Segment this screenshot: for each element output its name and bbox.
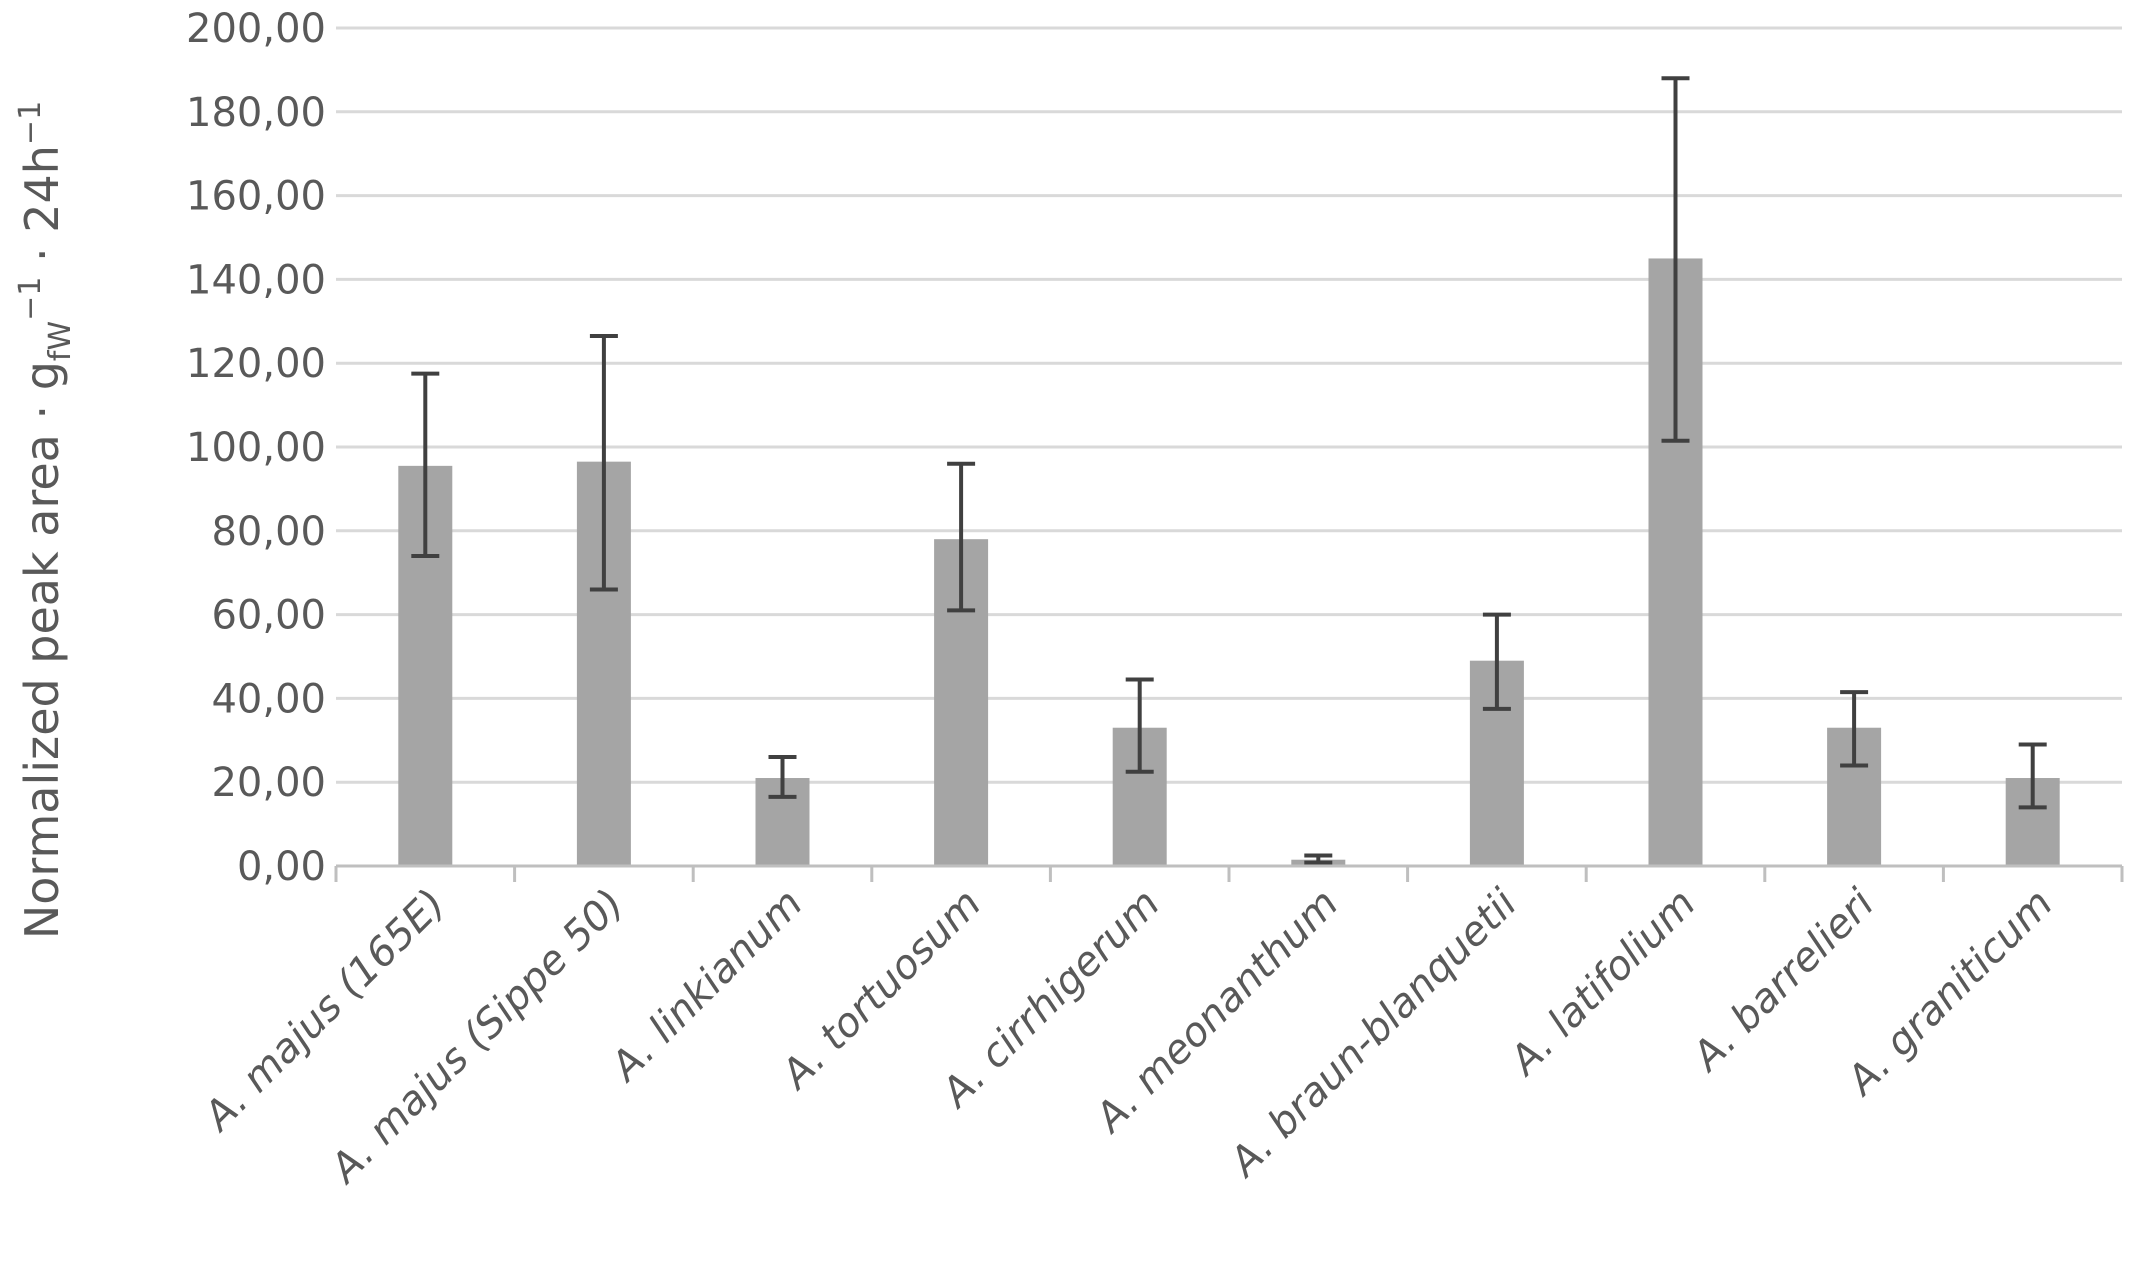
y-tick-label: 100,00	[186, 425, 326, 471]
y-axis-label-exponent-1: −1	[13, 277, 48, 321]
error-bar	[947, 461, 976, 613]
y-tick-label: 20,00	[211, 760, 326, 806]
y-tick-label: 0,00	[237, 844, 326, 890]
error-bar	[1304, 853, 1333, 865]
x-tick-label: A. braun-blanquetii	[1219, 881, 1526, 1188]
x-axis	[334, 864, 2124, 882]
gridlines	[336, 26, 2122, 784]
error-bar	[1125, 677, 1154, 774]
error-bars	[411, 76, 2047, 865]
y-axis-label-mid: · 24h	[15, 145, 69, 277]
y-tick-label: 60,00	[211, 593, 326, 639]
y-axis-label: Normalized peak area · gfW−1 · 24h−1	[13, 101, 78, 939]
x-axis-ticks: A. majus (165E)A. majus (Sippe 50)A. lin…	[194, 881, 2062, 1194]
y-axis-label-exponent-2: −1	[13, 101, 48, 145]
y-tick-label: 180,00	[186, 90, 326, 136]
error-bar	[1482, 612, 1511, 711]
y-tick-label: 200,00	[186, 6, 326, 52]
y-tick-label: 80,00	[211, 509, 326, 555]
y-axis-label-subscript: fW	[43, 321, 78, 361]
y-tick-label: 160,00	[186, 174, 326, 220]
y-tick-label: 120,00	[186, 341, 326, 387]
error-bar	[589, 333, 618, 592]
y-tick-label: 140,00	[186, 257, 326, 303]
error-bar	[1840, 690, 1869, 768]
error-bar	[768, 755, 797, 799]
error-bar	[1661, 76, 1690, 443]
y-axis-label-main: Normalized peak area · g	[15, 361, 69, 939]
y-axis-ticks: 0,00 20,00 40,00 60,00 80,00 100,00 120,00 140,…	[186, 6, 326, 890]
error-bar	[411, 371, 440, 558]
x-tick-label: A. barrelieri	[1682, 881, 1883, 1082]
x-tick-label: A. majus (Sippe 50)	[320, 881, 633, 1194]
bars	[398, 258, 2060, 866]
x-tick-label: A. latifolium	[1499, 881, 1704, 1086]
y-tick-label: 40,00	[211, 676, 326, 722]
error-bar	[2018, 742, 2047, 810]
